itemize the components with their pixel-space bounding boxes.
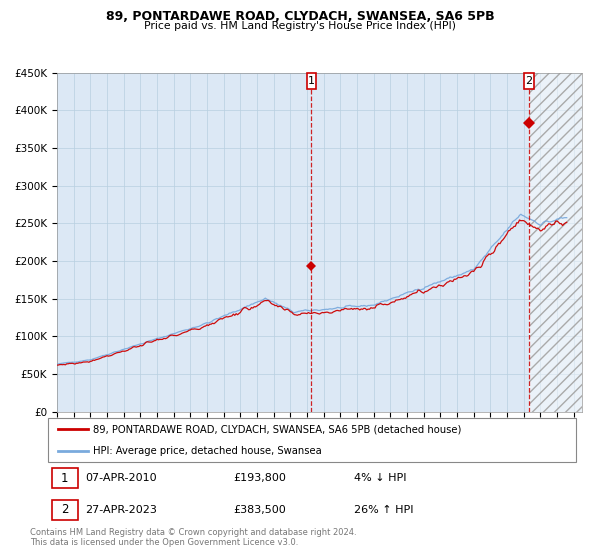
Text: HPI: Average price, detached house, Swansea: HPI: Average price, detached house, Swan…: [93, 446, 322, 456]
Text: 07-APR-2010: 07-APR-2010: [85, 473, 157, 483]
Bar: [529, 73, 582, 412]
Text: Price paid vs. HM Land Registry's House Price Index (HPI): Price paid vs. HM Land Registry's House …: [144, 21, 456, 31]
Text: 27-APR-2023: 27-APR-2023: [85, 505, 157, 515]
FancyBboxPatch shape: [524, 73, 533, 90]
Text: 1: 1: [308, 76, 315, 86]
Text: 2: 2: [61, 503, 68, 516]
Text: 4% ↓ HPI: 4% ↓ HPI: [354, 473, 407, 483]
Text: £383,500: £383,500: [233, 505, 286, 515]
Text: 89, PONTARDAWE ROAD, CLYDACH, SWANSEA, SA6 5PB (detached house): 89, PONTARDAWE ROAD, CLYDACH, SWANSEA, S…: [93, 424, 461, 434]
Text: 89, PONTARDAWE ROAD, CLYDACH, SWANSEA, SA6 5PB: 89, PONTARDAWE ROAD, CLYDACH, SWANSEA, S…: [106, 10, 494, 23]
Text: 2: 2: [526, 76, 533, 86]
FancyBboxPatch shape: [52, 500, 77, 520]
Text: Contains HM Land Registry data © Crown copyright and database right 2024.: Contains HM Land Registry data © Crown c…: [30, 528, 356, 536]
Text: 26% ↑ HPI: 26% ↑ HPI: [354, 505, 414, 515]
Text: This data is licensed under the Open Government Licence v3.0.: This data is licensed under the Open Gov…: [30, 538, 298, 547]
Text: £193,800: £193,800: [233, 473, 286, 483]
Text: 1: 1: [61, 472, 68, 485]
FancyBboxPatch shape: [52, 468, 77, 488]
FancyBboxPatch shape: [48, 418, 576, 462]
FancyBboxPatch shape: [307, 73, 316, 90]
Bar: [529, 73, 582, 412]
